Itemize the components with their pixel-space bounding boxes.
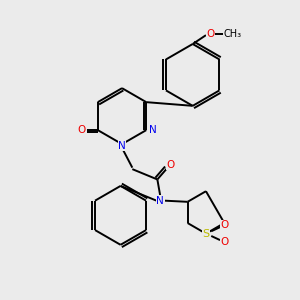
Text: O: O (167, 160, 175, 170)
Text: O: O (220, 220, 228, 230)
Text: O: O (206, 29, 214, 39)
Text: N: N (149, 125, 157, 135)
Text: S: S (202, 229, 209, 238)
Text: CH₃: CH₃ (224, 29, 242, 39)
Text: N: N (156, 196, 164, 206)
Text: N: N (118, 141, 126, 151)
Text: O: O (220, 237, 228, 247)
Text: O: O (77, 125, 86, 135)
